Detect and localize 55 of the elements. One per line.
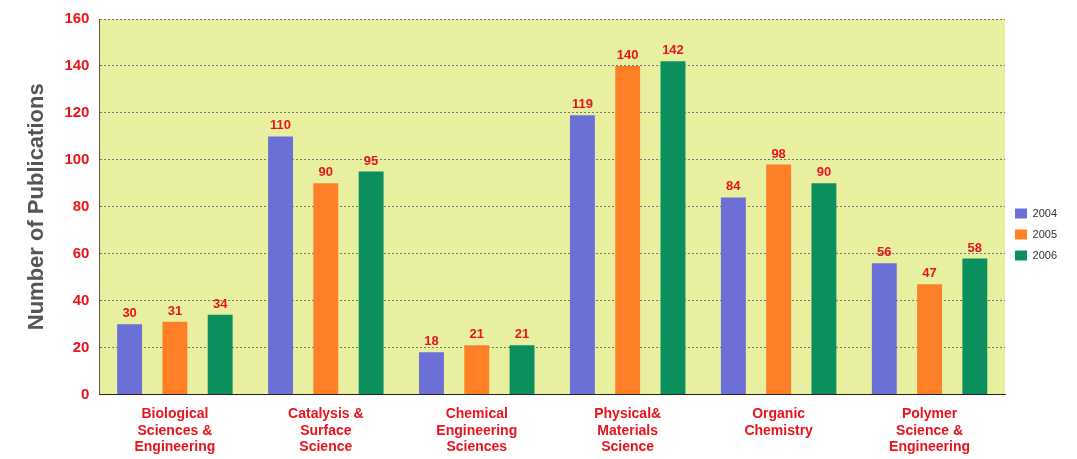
bar xyxy=(917,284,943,395)
y-tick-label: 80 xyxy=(72,196,90,214)
x-tick-label: Biological Sciences & Engineering xyxy=(134,404,216,455)
data-label: 21 xyxy=(514,326,530,342)
bar xyxy=(871,263,897,395)
data-label: 30 xyxy=(122,305,137,321)
bar xyxy=(660,61,686,395)
data-label: 31 xyxy=(167,302,183,318)
y-tick-label: 100 xyxy=(64,149,90,167)
x-tick-label: Organic Chemistry xyxy=(744,404,814,438)
bar xyxy=(268,136,293,395)
data-label: 21 xyxy=(469,326,484,342)
y-tick-label: 60 xyxy=(72,243,90,261)
bar xyxy=(162,321,188,395)
bar xyxy=(313,183,339,395)
bar xyxy=(962,258,988,395)
legend-label: 2006 xyxy=(1032,248,1058,261)
legend-label: 2005 xyxy=(1032,227,1058,240)
bar xyxy=(766,164,792,395)
x-tick-label: Polymer Science & Engineering xyxy=(889,404,971,455)
data-label: 58 xyxy=(967,239,983,255)
data-label: 47 xyxy=(922,265,937,281)
data-label: 119 xyxy=(571,96,593,112)
bar xyxy=(720,197,746,395)
y-tick-label: 0 xyxy=(81,384,90,402)
y-tick-label: 20 xyxy=(72,337,90,355)
bar xyxy=(358,171,384,395)
bar xyxy=(509,345,535,395)
data-label: 56 xyxy=(877,244,892,260)
y-tick-label: 140 xyxy=(64,56,90,74)
data-label: 95 xyxy=(363,152,379,168)
bar xyxy=(207,314,233,395)
x-tick-label: Physical& Materials Science xyxy=(594,404,662,455)
x-tick-label: Chemical Engineering Sciences xyxy=(436,404,518,455)
legend-label: 2004 xyxy=(1032,206,1058,219)
data-label: 18 xyxy=(424,333,439,349)
bar xyxy=(117,324,143,395)
data-label: 110 xyxy=(270,117,292,133)
data-label: 142 xyxy=(662,42,684,58)
bar xyxy=(615,65,641,395)
data-label: 98 xyxy=(771,145,786,161)
x-tick-label: Catalysis & Surface Science xyxy=(288,404,364,455)
y-tick-label: 160 xyxy=(64,9,90,27)
bar xyxy=(569,115,595,395)
data-label: 140 xyxy=(616,47,639,63)
data-label: 34 xyxy=(212,295,229,311)
bar xyxy=(419,352,444,395)
y-tick-label: 40 xyxy=(72,290,90,308)
data-label: 90 xyxy=(318,164,334,180)
data-label: 90 xyxy=(816,164,832,180)
y-axis-title: Number of Publications xyxy=(23,83,49,331)
bar xyxy=(464,345,490,395)
y-tick-label: 120 xyxy=(64,103,90,121)
bar xyxy=(811,183,837,395)
data-label: 84 xyxy=(726,178,742,194)
